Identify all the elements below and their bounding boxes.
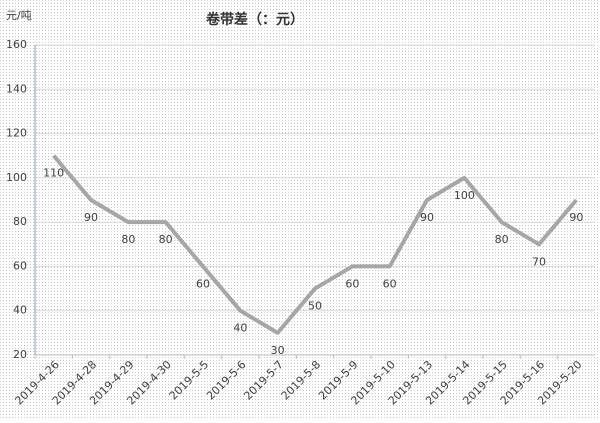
data-label: 100 bbox=[454, 189, 475, 202]
data-label: 60 bbox=[383, 277, 397, 290]
data-label: 70 bbox=[532, 255, 546, 268]
line bbox=[52, 154, 578, 335]
data-label: 80 bbox=[159, 233, 173, 246]
data-label: 110 bbox=[43, 167, 64, 180]
y-tick-label: 100 bbox=[6, 171, 27, 184]
y-tick-label: 60 bbox=[13, 259, 27, 272]
data-label: 90 bbox=[84, 211, 98, 224]
y-tick-label: 80 bbox=[13, 215, 27, 228]
y-axis-label: 元/吨 bbox=[6, 9, 32, 22]
data-label: 60 bbox=[345, 277, 359, 290]
data-label: 50 bbox=[308, 300, 322, 313]
y-tick-label: 140 bbox=[6, 82, 27, 95]
data-label: 60 bbox=[196, 277, 210, 290]
y-tick-label: 40 bbox=[13, 304, 27, 317]
y-tick-label: 160 bbox=[6, 38, 27, 51]
data-label: 80 bbox=[495, 233, 509, 246]
data-label: 90 bbox=[569, 211, 583, 224]
data-label: 80 bbox=[121, 233, 135, 246]
y-tick-label: 20 bbox=[13, 348, 27, 361]
data-label: 30 bbox=[271, 344, 285, 357]
data-label: 40 bbox=[233, 322, 247, 335]
chart-title: 卷带差（：元） bbox=[205, 11, 304, 28]
data-label: 90 bbox=[420, 211, 434, 224]
y-tick-label: 120 bbox=[6, 127, 27, 140]
